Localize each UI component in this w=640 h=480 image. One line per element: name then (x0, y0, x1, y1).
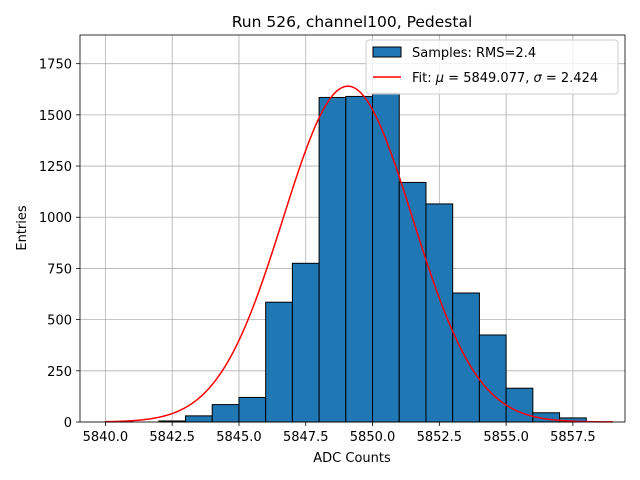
histogram-bar (211, 404, 240, 423)
fit-curve (105, 85, 613, 423)
histogram-bar (372, 92, 400, 423)
histogram-bar (318, 96, 347, 423)
y-tick-label: 1750 (39, 58, 72, 73)
histogram-bar (345, 95, 374, 423)
x-tick-label: 5842.5 (149, 430, 195, 445)
histogram-bar (505, 387, 534, 423)
legend-fit-sigma-value: = 2.424 (542, 71, 598, 86)
y-tick-label: 1500 (39, 109, 72, 124)
x-tick-label: 5852.5 (417, 430, 463, 445)
x-tick-label: 5857.5 (550, 430, 596, 445)
legend-fit-sigma-symbol: σ (534, 71, 543, 86)
y-tick-label: 750 (47, 262, 72, 277)
chart-title: Run 526, channel100, Pedestal (232, 13, 473, 31)
y-tick-label: 0 (64, 416, 72, 431)
legend-histogram-patch (372, 46, 402, 58)
x-tick-label: 5850.0 (350, 430, 396, 445)
histogram-bar (185, 415, 213, 423)
x-axis-ticks: 5840.0 5842.5 5845.0 5847.5 5850.0 5852.5 5855… (83, 422, 596, 445)
legend-box (365, 39, 619, 95)
histogram-bar (238, 396, 267, 423)
y-tick-label: 500 (47, 314, 72, 329)
histogram-bars (104, 92, 587, 423)
histogram-bar (265, 301, 293, 423)
x-tick-label: 5847.5 (283, 430, 329, 445)
legend-fit-prefix: Fit: (412, 71, 436, 86)
y-axis-ticks: 0 250 500 750 1000 1250 1500 1750 (39, 58, 80, 431)
legend-fit-mu-value: = 5849.077, (444, 71, 533, 86)
y-tick-label: 1250 (39, 160, 72, 175)
legend-fit-mu-symbol: μ (435, 71, 444, 86)
plot-frame (79, 34, 626, 423)
x-tick-label: 5855.0 (483, 430, 529, 445)
legend-histogram-label: Samples: RMS=2.4 (412, 46, 536, 61)
y-axis-label: Entries (15, 205, 30, 251)
histogram-bar (398, 181, 427, 423)
x-tick-label: 5840.0 (83, 430, 129, 445)
histogram-bar (478, 334, 507, 423)
x-axis-label: ADC Counts (313, 451, 391, 466)
legend: Samples: RMS=2.4 Fit: μ = 5849.077, σ = … (365, 39, 619, 95)
legend-fit-label: Fit: μ = 5849.077, σ = 2.424 (412, 71, 598, 86)
histogram-bar (425, 203, 454, 423)
x-tick-label: 5845.0 (216, 430, 262, 445)
y-tick-label: 250 (47, 365, 72, 380)
histogram-bar (291, 262, 320, 423)
y-tick-label: 1000 (39, 211, 72, 226)
